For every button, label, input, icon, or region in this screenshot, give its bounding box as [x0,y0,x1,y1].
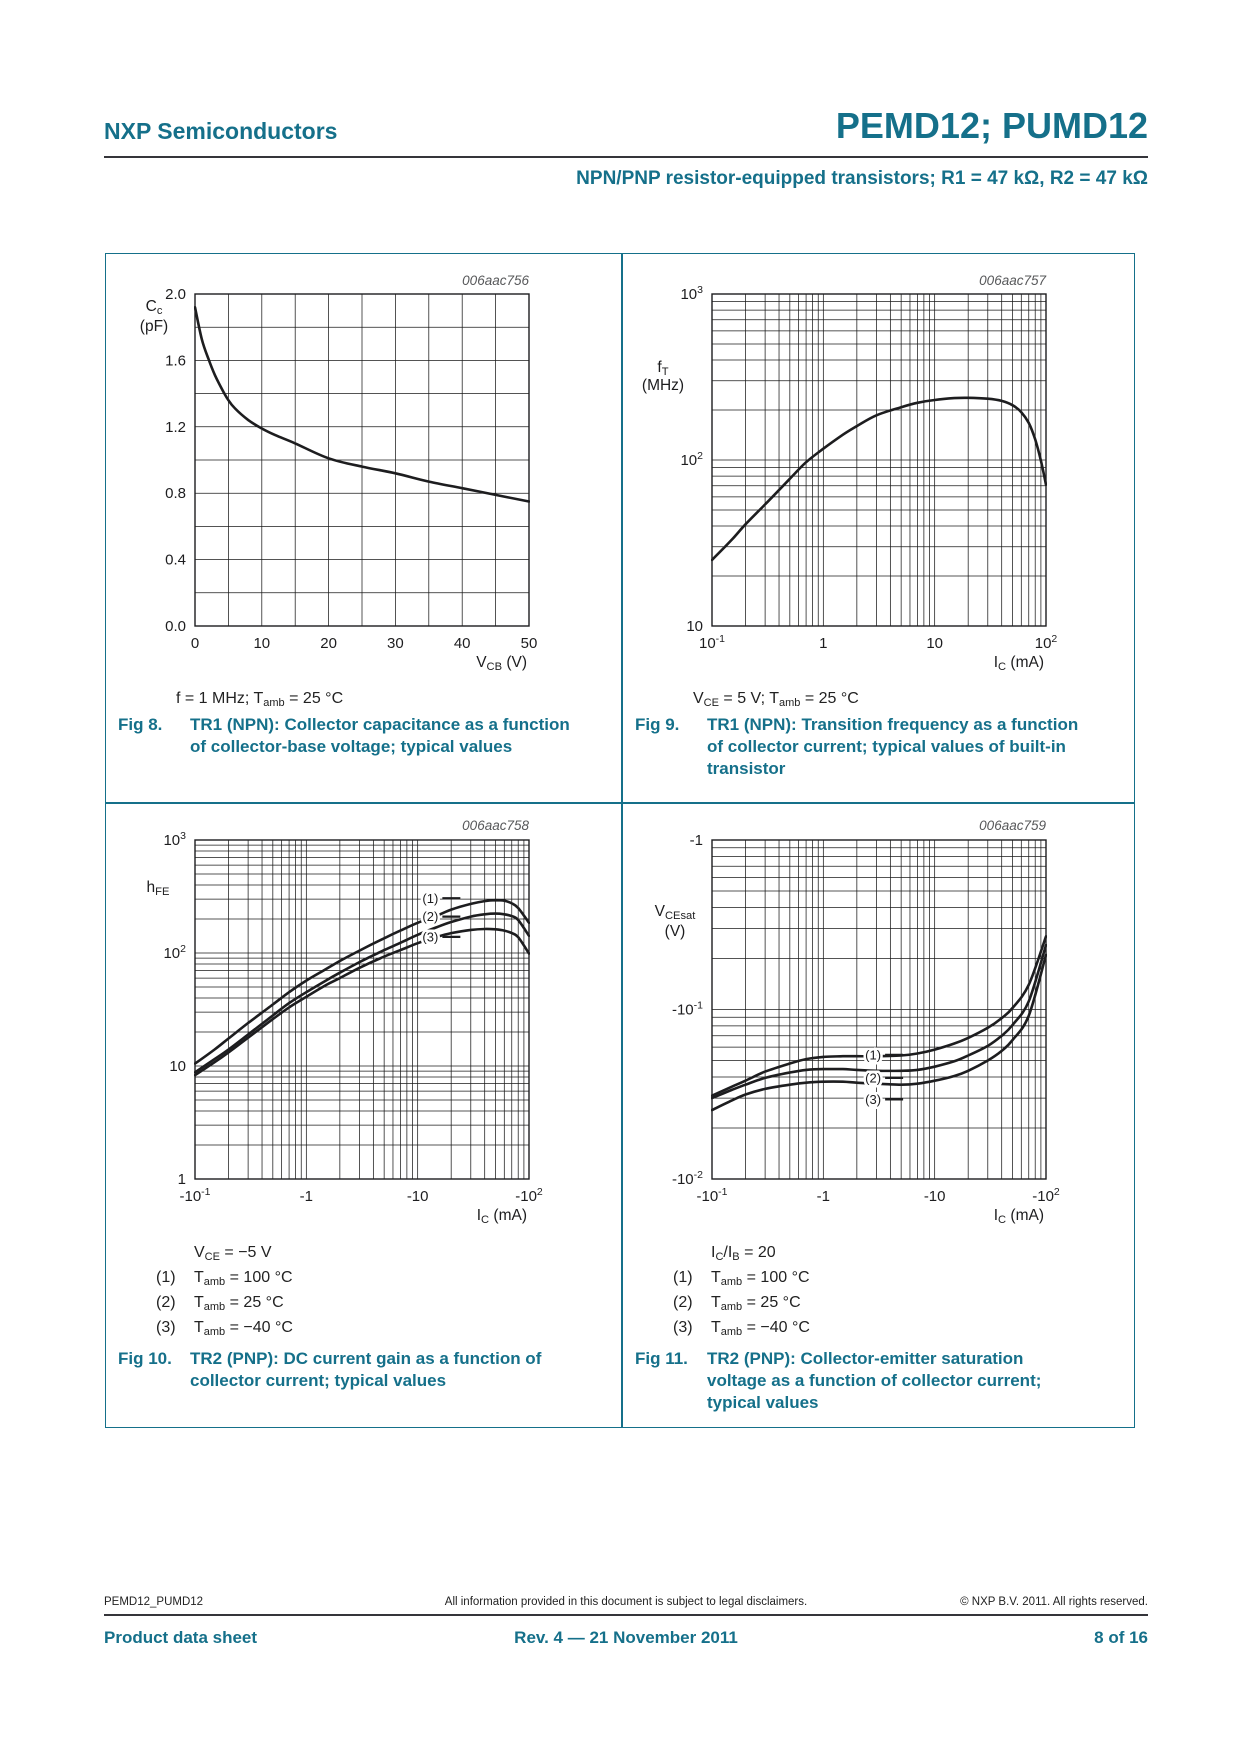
svg-text:IC (mA): IC (mA) [994,654,1044,673]
footer-disclaimer: All information provided in this documen… [444,1596,808,1608]
footer-copyright: © NXP B.V. 2011. All rights reserved. [960,1596,1148,1608]
vendor-name: NXP Semiconductors [104,118,338,144]
svg-text:(3): (3) [865,1092,881,1107]
svg-text:-10-1: -10-1 [179,1186,210,1205]
svg-text:0.0: 0.0 [165,618,186,635]
svg-text:(2): (2) [422,909,438,924]
svg-text:IC (mA): IC (mA) [994,1207,1044,1226]
fig9-panel: 10-1 1 10 102 10 102 103 IC (mA) fT (MHz) 006aac75… [623,254,1134,802]
svg-text:Cc: Cc [146,298,163,317]
fig11-caption-label: Fig 11. [635,1349,688,1368]
svg-text:(V): (V) [665,923,686,940]
svg-text:(pF): (pF) [140,318,168,335]
svg-text:fT: fT [657,359,668,378]
svg-text:-1: -1 [300,1188,313,1205]
fig10-conditions: VCE = −5 V (1) Tamb = 100 °C (2) Tamb = 25 °… [156,1244,293,1338]
svg-text:006aac759: 006aac759 [979,818,1046,833]
svg-text:103: 103 [680,284,703,303]
svg-text:-1: -1 [817,1188,830,1205]
svg-text:10: 10 [169,1058,186,1075]
svg-text:10-1: 10-1 [699,633,725,652]
fig10-chart: -10-1 -1 -10 -102 1 10 102 103 IC (mA) hFE 006aac7… [106,804,620,1239]
svg-text:VCB (V): VCB (V) [476,654,527,673]
svg-text:10: 10 [926,635,943,652]
svg-text:(1): (1) [865,1047,881,1062]
svg-text:006aac757: 006aac757 [979,273,1046,288]
fig9-caption-text: TR1 (NPN): Transition frequency as a fun… [707,715,1079,778]
fig8-conditions: f = 1 MHz; Tamb = 25 °C [176,690,344,709]
svg-text:(MHz): (MHz) [642,377,684,394]
footer-rule [104,1614,1148,1616]
svg-text:103: 103 [163,830,186,849]
figure-grid-divider-vertical [621,254,623,1427]
svg-text:102: 102 [680,450,703,469]
svg-text:006aac758: 006aac758 [462,818,529,833]
svg-text:20: 20 [320,635,337,652]
fig11-caption: Fig 11. TR2 (PNP): Collector-emitter sat… [635,1348,1041,1414]
page-title: PEMD12; PUMD12 [835,105,1148,146]
fig8-chart: 0 10 20 30 40 50 0.0 0.4 0.8 1.2 1.6 2.0 VCB (V) Cc (p… [106,254,620,687]
fig10-caption-text: TR2 (PNP): DC current gain as a function… [190,1349,542,1390]
footer-doc-id: PEMD12_PUMD12 [104,1596,204,1608]
figure-grid: 0 10 20 30 40 50 0.0 0.4 0.8 1.2 1.6 2.0 VCB (V) Cc (p… [105,253,1135,1428]
svg-text:IC (mA): IC (mA) [477,1207,527,1226]
svg-text:102: 102 [163,943,186,962]
fig10-caption-label: Fig 10. [118,1349,172,1368]
svg-text:(2): (2) [865,1070,881,1085]
svg-text:006aac756: 006aac756 [462,273,529,288]
fig8-caption-label: Fig 8. [118,715,163,734]
fig8-caption-text: TR1 (NPN): Collector capacitance as a fu… [190,715,570,756]
svg-text:hFE: hFE [147,879,170,898]
fig9-chart: 10-1 1 10 102 10 102 103 IC (mA) fT (MHz) 006aac75… [623,254,1134,687]
fig11-chart: -10-1 -1 -10 -102 -1 -10-1 -10-2 IC (mA) VCEsat(… [623,804,1134,1239]
fig9-caption: Fig 9. TR1 (NPN): Transition frequency a… [635,714,1078,780]
svg-text:10: 10 [686,618,703,635]
svg-text:0.8: 0.8 [165,485,186,502]
fig11-caption-text: TR2 (PNP): Collector-emitter saturation v… [707,1349,1042,1412]
document-subtitle: NPN/PNP resistor-equipped transistors; R… [576,168,1148,189]
fig11-panel: -10-1 -1 -10 -102 -1 -10-1 -10-2 IC (mA) VCEsat(… [623,804,1134,1426]
svg-text:2.0: 2.0 [165,286,186,303]
figure-grid-divider-horizontal [106,802,1134,804]
svg-text:50: 50 [521,635,538,652]
svg-text:40: 40 [454,635,471,652]
svg-text:-10: -10 [924,1188,946,1205]
svg-text:(1): (1) [422,891,438,906]
fig8-caption: Fig 8. TR1 (NPN): Collector capacitance … [118,714,570,758]
header-rule [104,156,1148,159]
svg-text:-10: -10 [407,1188,429,1205]
svg-text:(3): (3) [422,929,438,944]
svg-text:VCEsat: VCEsat [655,903,697,922]
fig9-conditions: VCE = 5 V; Tamb = 25 °C [693,690,859,709]
footer-revision: Rev. 4 — 21 November 2011 [514,1628,738,1647]
svg-text:-10-1: -10-1 [696,1186,727,1205]
svg-text:0: 0 [191,635,199,652]
svg-text:-10-1: -10-1 [672,1000,703,1019]
fig10-caption: Fig 10. TR2 (PNP): DC current gain as a … [118,1348,541,1392]
svg-text:-102: -102 [1032,1186,1060,1205]
svg-text:-1: -1 [690,832,703,849]
footer-sheet-type: Product data sheet [104,1628,258,1647]
svg-text:1: 1 [178,1171,186,1188]
fig11-conditions: IC/IB = 20 (1) Tamb = 100 °C (2) Tamb = 25 °… [673,1244,810,1338]
fig8-panel: 0 10 20 30 40 50 0.0 0.4 0.8 1.2 1.6 2.0 VCB (V) Cc (p… [106,254,620,802]
svg-text:0.4: 0.4 [165,552,186,569]
svg-text:10: 10 [253,635,270,652]
footer-page-number: 8 of 16 [1094,1628,1148,1647]
fig9-caption-label: Fig 9. [635,715,680,734]
fig10-panel: -10-1 -1 -10 -102 1 10 102 103 IC (mA) hFE 006aac7… [106,804,620,1426]
svg-text:-102: -102 [515,1186,543,1205]
svg-text:30: 30 [387,635,404,652]
svg-text:1: 1 [819,635,827,652]
svg-text:1.6: 1.6 [165,352,186,369]
svg-text:1.2: 1.2 [165,419,186,436]
svg-text:-10-2: -10-2 [672,1169,703,1188]
svg-text:102: 102 [1035,633,1058,652]
